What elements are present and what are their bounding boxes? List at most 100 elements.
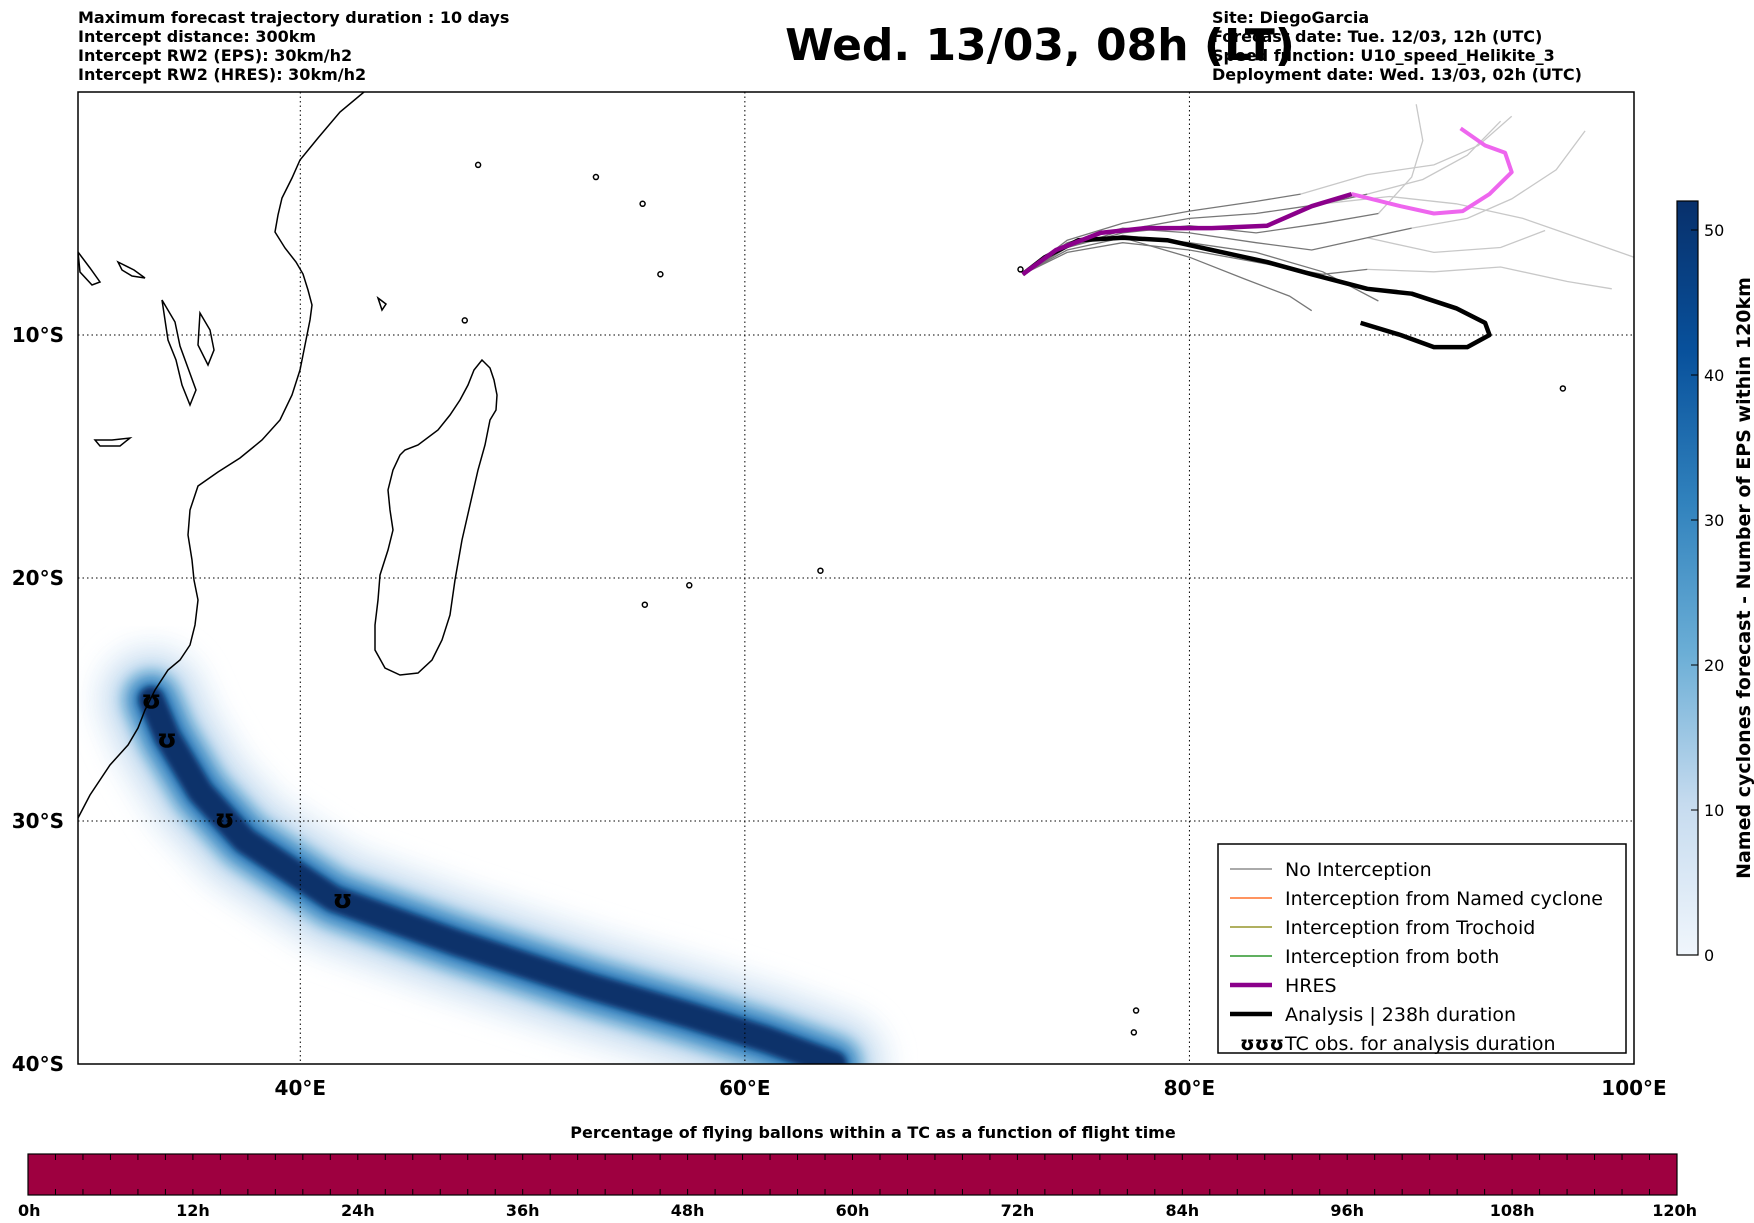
colorbar-tick-40: 40 [1704, 366, 1724, 385]
eps-track-light-1 [1322, 195, 1634, 258]
latitude-labels: 10°S 20°S 30°S 40°S [12, 323, 64, 1076]
lat-label-30: 30°S [12, 809, 64, 833]
comoros-outline [376, 295, 388, 312]
analysis-track [1021, 235, 1492, 350]
legend-label-3: Interception from both [1285, 946, 1499, 968]
lat-label-10: 10°S [12, 323, 64, 347]
intercept-eps-text: Intercept RW2 (EPS): 30km/h2 [78, 46, 353, 65]
legend-label-5: Analysis | 238h duration [1285, 1004, 1516, 1026]
island-6 [1017, 266, 1024, 273]
island-9 [1130, 1029, 1138, 1036]
island-1 [657, 271, 664, 278]
eps-track-4 [1022, 237, 1313, 312]
small-islands [461, 161, 1567, 1036]
island-3 [686, 582, 693, 589]
lon-label-80: 80°E [1164, 1076, 1216, 1100]
colorbar-tick-50: 50 [1704, 221, 1724, 240]
tc-obs-marker: ʊ [332, 885, 352, 915]
tc-obs-marker: ʊ [215, 805, 235, 835]
intercept-distance-text: Intercept distance: 300km [78, 27, 317, 46]
lat-label-20: 20°S [12, 566, 64, 590]
graticule [78, 92, 1634, 1064]
island-0 [639, 200, 646, 208]
island-4 [641, 601, 649, 608]
legend-label-6: TC obs. for analysis duration [1284, 1033, 1556, 1055]
eps-track-1 [1022, 193, 1301, 275]
density-band-4 [138, 686, 847, 1064]
bottom-tick-84h: 84h [1165, 1201, 1199, 1220]
density-colorbar: 0 10 20 30 40 50 Named cyclones forecast - Nu… [1676, 200, 1754, 965]
island-2 [461, 317, 469, 324]
lake-turkana-outline [116, 260, 146, 279]
trajectory-tracks [1021, 104, 1634, 350]
forecast-date-text: Forecast date: Tue. 12/03, 12h (UTC) [1212, 27, 1543, 46]
colorbar-title: Named cyclones forecast - Number of EPS … [1733, 277, 1754, 879]
speed-function-text: Speed function: U10_speed_Helikite_3 [1212, 46, 1555, 65]
bottom-tick-108h: 108h [1490, 1201, 1535, 1220]
island-10 [474, 161, 482, 169]
legend-box [1217, 843, 1627, 1054]
lake-kariba-outline [78, 250, 102, 286]
hres-track-late [1351, 126, 1514, 216]
legend-label-4: HRES [1285, 975, 1337, 997]
site-text: Site: DiegoGarcia [1212, 8, 1370, 27]
lake-malawi-outline [93, 436, 133, 447]
island-11 [592, 173, 600, 181]
colorbar-tick-30: 30 [1704, 511, 1724, 530]
colorbar-tick-10: 10 [1704, 801, 1724, 820]
bottom-tick-120h: 120h [1652, 1201, 1697, 1220]
max-duration-text: Maximum forecast trajectory duration : 1… [78, 8, 510, 27]
africa-coastline [78, 92, 365, 819]
map-frame [77, 91, 1635, 1065]
bottom-tick-0h: 0h [18, 1201, 41, 1220]
bottom-tick-24h: 24h [341, 1201, 375, 1220]
flight-time-bar-title: Percentage of flying ballons within a TC… [570, 1123, 1176, 1142]
colorbar-gradient [1676, 200, 1699, 956]
lon-label-40: 40°E [275, 1076, 327, 1100]
lake-victoria-outline [197, 310, 215, 367]
eps-track-light-2 [1377, 104, 1424, 214]
header-left-info: Maximum forecast trajectory duration : 1… [78, 8, 509, 84]
bottom-tick-60h: 60h [836, 1201, 870, 1220]
lon-label-100: 100°E [1601, 1076, 1666, 1100]
bottom-tick-36h: 36h [506, 1201, 540, 1220]
deployment-date-text: Deployment date: Wed. 13/03, 02h (UTC) [1212, 65, 1582, 84]
intercept-hres-text: Intercept RW2 (HRES): 30km/h2 [78, 65, 367, 84]
legend-label-0: No Interception [1285, 859, 1432, 881]
lat-label-40: 40°S [12, 1052, 64, 1076]
legend-label-2: Interception from Trochoid [1285, 917, 1535, 939]
hres-track [1021, 191, 1353, 277]
header-right-info: Site: DiegoGarcia Forecast date: Tue. 12… [1212, 8, 1582, 84]
colorbar-tick-0: 0 [1704, 946, 1714, 965]
bottom-tick-12h: 12h [176, 1201, 210, 1220]
eps-track-light-5 [1411, 130, 1586, 229]
eps-track-light-0 [1300, 115, 1513, 195]
legend-symbol-6: ʊʊʊ [1240, 1033, 1284, 1055]
island-7 [1559, 385, 1567, 392]
tc-obs-marker: ʊ [141, 686, 161, 716]
flight-time-bar-fill [27, 1153, 1678, 1196]
page-title: Wed. 13/03, 08h (LT) [785, 20, 1295, 71]
eps-track-light-4 [1367, 266, 1612, 290]
lon-label-60: 60°E [719, 1076, 771, 1100]
bottom-tick-72h: 72h [1001, 1201, 1035, 1220]
longitude-labels: 40°E 60°E 80°E 100°E [275, 1076, 1667, 1100]
legend: No Interception Interception from Named c… [1217, 843, 1627, 1055]
flight-time-bar: Percentage of flying ballons within a TC… [18, 1123, 1697, 1220]
island-5 [817, 567, 824, 574]
madagascar-coastline [374, 358, 498, 676]
island-8 [1132, 1007, 1140, 1014]
legend-label-1: Interception from Named cyclone [1285, 888, 1603, 910]
eps-density-swath [96, 644, 889, 1064]
lake-tanganyika-outline [161, 299, 197, 408]
eps-track-2 [1022, 242, 1368, 275]
bottom-tick-96h: 96h [1330, 1201, 1364, 1220]
coastlines [78, 92, 498, 819]
colorbar-tick-20: 20 [1704, 656, 1724, 675]
eps-track-light-6 [1367, 229, 1546, 254]
tc-obs-marker: ʊ [157, 724, 177, 754]
eps-track-light-3 [1367, 120, 1502, 195]
bottom-tick-48h: 48h [671, 1201, 705, 1220]
